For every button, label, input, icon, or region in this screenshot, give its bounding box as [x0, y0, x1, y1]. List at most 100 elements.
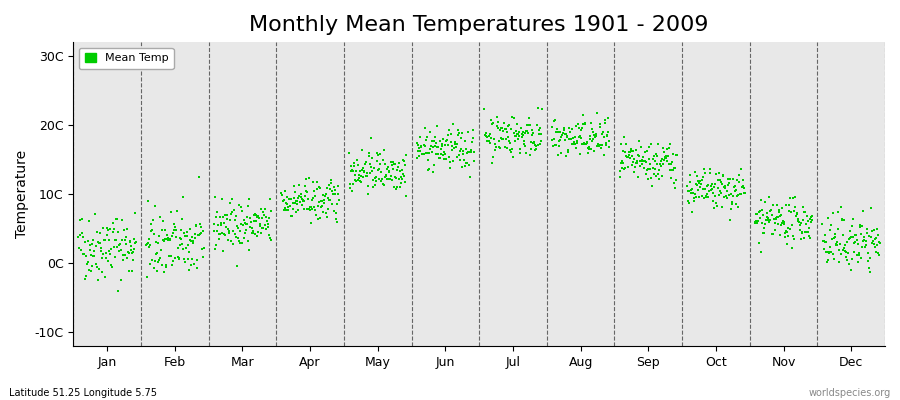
Point [551, 129, 565, 136]
Point [194, 230, 209, 236]
Point [441, 142, 455, 148]
Point [238, 220, 252, 226]
Point [683, 178, 698, 185]
Point [139, 242, 153, 248]
Point [418, 143, 432, 150]
Point [792, 219, 806, 226]
Point [782, 208, 796, 214]
Point [696, 174, 710, 180]
Point [104, 251, 118, 258]
Point [592, 142, 607, 149]
Point [187, 260, 202, 267]
Point [865, 240, 879, 246]
Point [534, 138, 548, 145]
Point [802, 225, 816, 231]
Point [161, 236, 176, 243]
Point [246, 230, 260, 236]
Point [772, 206, 787, 213]
Point [725, 201, 740, 207]
Point [481, 138, 495, 144]
Point [663, 141, 678, 148]
Point [753, 249, 768, 255]
Point [153, 214, 167, 220]
Point [295, 196, 310, 202]
Point [320, 214, 334, 220]
Point [85, 241, 99, 247]
Point [443, 159, 457, 165]
Point [635, 154, 650, 160]
Point [820, 248, 834, 255]
Point [122, 238, 137, 244]
Point [613, 168, 627, 174]
Point [183, 237, 197, 244]
Point [94, 268, 109, 275]
Point [800, 229, 814, 235]
Point [241, 238, 256, 244]
Point [666, 151, 680, 158]
Point [358, 159, 373, 165]
Point [710, 203, 724, 209]
Point [699, 191, 714, 197]
Point [299, 176, 313, 182]
Point [411, 142, 426, 149]
Point [698, 194, 713, 201]
Point [580, 150, 595, 156]
Point [734, 191, 748, 198]
Point [828, 234, 842, 240]
Point [530, 121, 544, 128]
Point [554, 150, 569, 156]
Point [437, 156, 452, 163]
Point [249, 212, 264, 218]
Point [295, 198, 310, 204]
Point [507, 130, 521, 136]
Point [356, 174, 370, 180]
Point [104, 246, 118, 252]
Point [731, 204, 745, 210]
Point [815, 238, 830, 244]
Point [495, 136, 509, 142]
Point [226, 241, 240, 248]
Point [255, 225, 269, 231]
Point [505, 146, 519, 152]
Point [556, 130, 571, 136]
Point [595, 131, 609, 137]
Point [554, 134, 568, 140]
Point [292, 192, 306, 199]
Point [773, 212, 788, 219]
Point [519, 150, 534, 156]
Point [737, 190, 751, 196]
Point [228, 216, 242, 223]
Point [694, 177, 708, 183]
Point [827, 235, 842, 242]
Point [428, 150, 443, 157]
Point [670, 152, 684, 158]
Point [260, 224, 274, 230]
Point [106, 220, 121, 226]
Point [693, 178, 707, 185]
Point [221, 228, 236, 234]
Point [786, 195, 800, 201]
Point [794, 220, 808, 226]
Point [364, 135, 379, 141]
Point [795, 230, 809, 236]
Point [788, 193, 802, 200]
Point [400, 192, 414, 199]
Point [617, 165, 632, 171]
Point [817, 232, 832, 238]
Point [461, 129, 475, 135]
Point [698, 170, 712, 176]
Point [861, 258, 876, 264]
Point [501, 138, 516, 144]
Point [438, 142, 453, 148]
Point [394, 174, 409, 180]
Point [279, 206, 293, 213]
Point [873, 240, 887, 246]
Point [331, 182, 346, 189]
Point [562, 125, 576, 131]
Point [461, 149, 475, 155]
Point [376, 157, 391, 164]
Point [779, 228, 794, 234]
Point [83, 242, 97, 248]
Point [313, 204, 328, 210]
Point [350, 157, 365, 163]
